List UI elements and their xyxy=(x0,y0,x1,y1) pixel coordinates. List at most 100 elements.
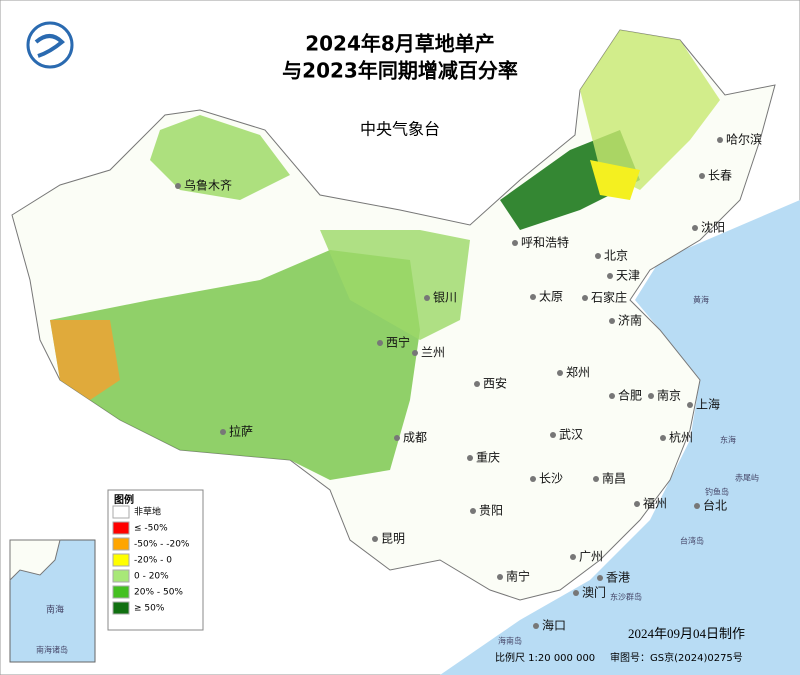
city-label: 武汉 xyxy=(559,428,583,442)
city-label: 长沙 xyxy=(539,472,563,486)
city-dot xyxy=(512,240,518,246)
city-label: 南昌 xyxy=(602,471,626,486)
city-label: 福州 xyxy=(643,496,667,511)
city-dot xyxy=(660,435,666,441)
city-dot xyxy=(530,476,536,482)
city-label: 香港 xyxy=(606,571,630,585)
city-dot xyxy=(609,393,615,399)
city-label: 济南 xyxy=(618,313,642,328)
city-label: 昆明 xyxy=(381,532,405,546)
region-west xyxy=(50,250,420,480)
city-dot xyxy=(372,536,378,542)
city-label: 合肥 xyxy=(618,388,642,403)
legend-label: ≤ -50% xyxy=(134,524,168,534)
legend-label: 0 - 20% xyxy=(134,572,169,582)
city-label: 天津 xyxy=(616,269,640,283)
city-dot xyxy=(582,295,588,301)
legend-label: 20% - 50% xyxy=(134,588,183,598)
legend-swatch xyxy=(112,569,130,583)
city-dot xyxy=(394,435,400,441)
city-dot xyxy=(595,253,601,259)
city-label: 西安 xyxy=(483,376,507,391)
city-dot xyxy=(220,429,226,435)
city-label: 哈尔滨 xyxy=(726,132,762,147)
logo-mark xyxy=(34,34,65,58)
city-label: 乌鲁木齐 xyxy=(184,178,232,193)
city-dot xyxy=(557,370,563,376)
region-north-east-yellow xyxy=(590,160,640,200)
city-dot xyxy=(377,340,383,346)
title: 2024年8月草地单产 xyxy=(305,32,495,56)
legend-swatch xyxy=(112,585,130,599)
city-label: 台北 xyxy=(703,498,727,513)
city-label: 澳门 xyxy=(582,585,606,600)
legend-swatch xyxy=(112,537,130,551)
city-label: 南京 xyxy=(657,388,681,403)
city-dot xyxy=(597,575,603,581)
sea-label: 黄海 xyxy=(693,295,709,305)
city-dot xyxy=(470,508,476,514)
city-dot xyxy=(694,503,700,509)
legend-swatch xyxy=(112,553,130,567)
city-dot xyxy=(609,318,615,324)
city-label: 沈阳 xyxy=(701,220,725,235)
city-dot xyxy=(573,590,579,596)
agency: 中央气象台 xyxy=(360,120,440,139)
island-label: 东沙群岛 xyxy=(610,592,642,602)
sea xyxy=(440,200,800,675)
legend-swatch xyxy=(112,505,130,519)
legend-items: 非草地 ≤ -50% -50% - -20% -20% - 0 0 - 20% 20% -… xyxy=(112,505,190,615)
city-label: 银川 xyxy=(433,291,457,305)
region-west-decrease xyxy=(50,320,120,400)
city-label: 上海 xyxy=(696,397,720,412)
city-label: 成都 xyxy=(403,431,427,445)
city-label: 广州 xyxy=(579,550,603,564)
city-label: 呼和浩特 xyxy=(521,235,569,250)
sea-label: 东海 xyxy=(720,435,736,445)
city-dot xyxy=(634,501,640,507)
legend-label: ≥ 50% xyxy=(134,604,165,614)
city-label: 南宁 xyxy=(506,569,530,584)
city-dot xyxy=(692,225,698,231)
city-dot xyxy=(533,623,539,629)
city-dot xyxy=(593,476,599,482)
city-dot xyxy=(530,294,536,300)
city-dot xyxy=(607,273,613,279)
approval: 审图号：GS京(2024)0275号 xyxy=(610,651,743,664)
city-dot xyxy=(467,455,473,461)
city-label: 石家庄 xyxy=(591,290,627,305)
logo xyxy=(26,21,74,69)
scale: 比例尺 1:20 000 000 xyxy=(495,651,595,664)
region-north-east xyxy=(580,30,720,190)
city-label: 杭州 xyxy=(669,430,693,445)
city-label: 重庆 xyxy=(476,451,500,465)
city-dot xyxy=(570,554,576,560)
city-label: 太原 xyxy=(539,289,563,304)
legend-swatch xyxy=(112,521,130,535)
region-north-west xyxy=(150,115,290,200)
island-label: 台湾岛 xyxy=(680,536,704,546)
island-label: 海南岛 xyxy=(498,636,522,646)
legend-label: -20% - 0 xyxy=(134,556,172,566)
title: 与2023年同期增减百分率 xyxy=(282,59,518,83)
city-label: 北京 xyxy=(604,249,628,263)
island-label: 钓鱼岛 xyxy=(705,487,729,497)
legend-title: 图例 xyxy=(114,493,134,506)
city-label: 兰州 xyxy=(421,346,445,360)
inset-land xyxy=(9,539,61,582)
city-label: 长春 xyxy=(708,169,732,183)
city-dot xyxy=(175,183,181,189)
city-label: 海口 xyxy=(542,618,566,633)
sea-label: 南海 xyxy=(46,604,64,616)
city-label: 西宁 xyxy=(386,335,410,350)
legend-label: 非草地 xyxy=(134,506,161,518)
inset-title: 南海诸岛 xyxy=(36,645,68,655)
region-loess xyxy=(320,230,470,340)
city-dot xyxy=(412,350,418,356)
city-dot xyxy=(717,137,723,143)
city-dot xyxy=(550,432,556,438)
city-label: 郑州 xyxy=(566,365,590,380)
city-dot xyxy=(424,295,430,301)
